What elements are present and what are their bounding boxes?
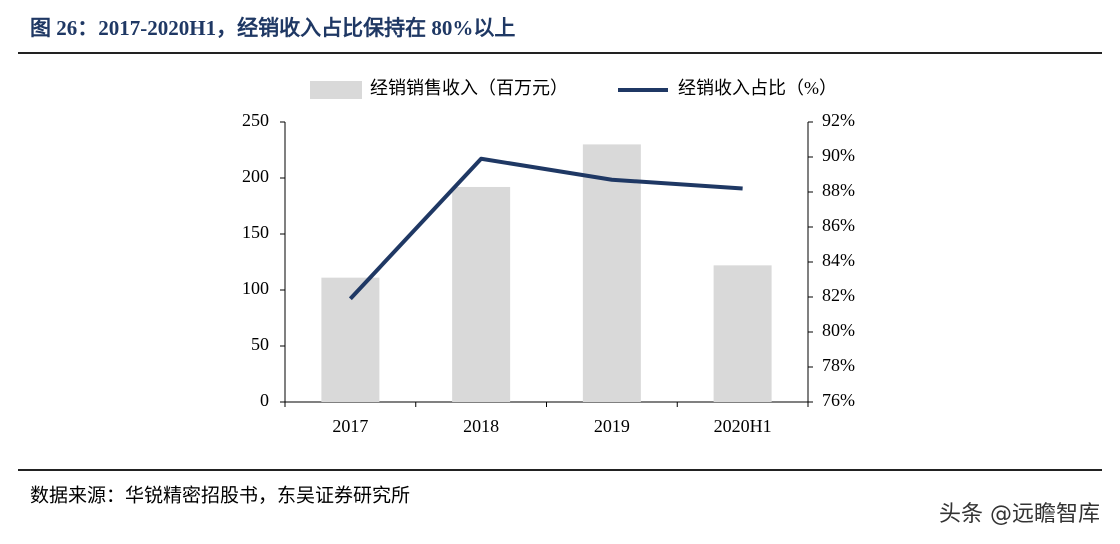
line-series	[348, 156, 743, 301]
x-tick-label: 2018	[463, 416, 499, 436]
y-tick-label: 100	[242, 278, 269, 298]
y2-tick-label: 80%	[822, 320, 855, 340]
y-tick-label: 200	[242, 166, 269, 186]
legend-swatch	[310, 81, 362, 99]
y-tick-label: 150	[242, 222, 269, 242]
y2-tick-label: 84%	[822, 250, 855, 270]
y-tick-label: 0	[260, 390, 269, 410]
y2-tick-label: 88%	[822, 180, 855, 200]
legend-label: 经销销售收入（百万元）	[370, 78, 568, 98]
y-tick-label: 250	[242, 110, 269, 130]
y2-tick-label: 90%	[822, 145, 855, 165]
watermark: 头条 @远瞻智库	[939, 502, 1100, 527]
y2-tick-label: 76%	[822, 390, 855, 410]
bar	[452, 186, 511, 402]
bar	[582, 144, 641, 402]
x-tick-label: 2017	[332, 416, 368, 436]
y2-tick-label: 82%	[822, 285, 855, 305]
chart-title: 图 26：2017-2020H1，经销收入占比保持在 80%以上	[30, 16, 515, 40]
y2-tick-label: 86%	[822, 215, 855, 235]
legend-label: 经销收入占比（%）	[678, 78, 837, 98]
source-note: 数据来源：华锐精密招股书，东吴证券研究所	[30, 484, 410, 506]
y2-tick-label: 92%	[822, 110, 855, 130]
y2-tick-label: 78%	[822, 355, 855, 375]
x-tick-label: 2019	[594, 416, 630, 436]
y-tick-label: 50	[251, 334, 269, 354]
x-tick-label: 2020H1	[714, 416, 772, 436]
bar	[713, 265, 772, 402]
